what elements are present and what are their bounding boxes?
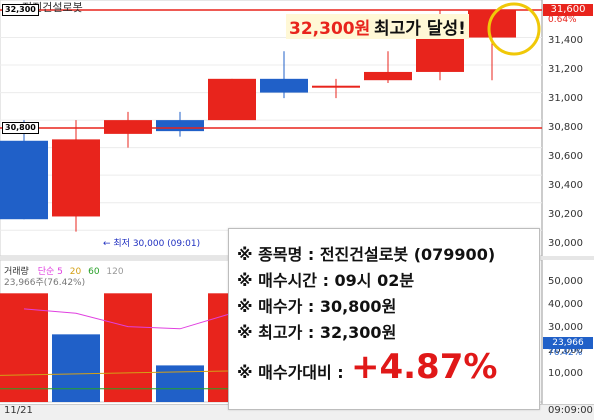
ma5-label: 5 bbox=[57, 267, 63, 277]
candle-body bbox=[208, 78, 256, 121]
ma20-line bbox=[0, 370, 229, 376]
vol-current-box: 23,966 bbox=[543, 337, 593, 349]
low-price-marker: ← 최저 30,000 (09:01) bbox=[103, 239, 201, 249]
y-tick: 31,200 bbox=[548, 64, 583, 75]
trade-info-panel: ※ 종목명 : 전진건설로봇 (079900) ※ 매수시간 : 09시 02분… bbox=[228, 228, 540, 410]
current-pct: 0.64% bbox=[548, 15, 577, 25]
info-buy-time: ※ 매수시간 : 09시 02분 bbox=[237, 271, 415, 290]
ma-label: 단순 bbox=[37, 267, 55, 277]
y-tick: 30,000 bbox=[548, 238, 583, 249]
ma60-label: 60 bbox=[88, 267, 100, 277]
vol-tick: 30,000 bbox=[548, 322, 583, 333]
y-tick: 30,800 bbox=[548, 122, 583, 133]
candle-body bbox=[104, 120, 152, 134]
candle-body bbox=[0, 140, 48, 220]
ma20-label: 20 bbox=[69, 267, 82, 277]
candle-body bbox=[52, 139, 100, 217]
volume-info: 23,966주(76.42%) bbox=[4, 278, 86, 288]
date-label: 11/21 bbox=[4, 405, 33, 416]
y-tick: 31,000 bbox=[548, 93, 583, 104]
buy-price-box: 30,800 bbox=[2, 122, 39, 134]
headline-price: 32,300원 bbox=[286, 14, 374, 39]
current-price-box: 31,600 bbox=[543, 4, 593, 16]
vol-tick: 40,000 bbox=[548, 299, 583, 310]
y-tick: 30,200 bbox=[548, 209, 583, 220]
y-tick: 30,600 bbox=[548, 151, 583, 162]
vol-current-pct: 76.42% bbox=[548, 348, 583, 358]
headline-text: 최고가 달성! bbox=[371, 14, 469, 39]
vol-tick: 20,000 bbox=[548, 345, 583, 356]
vol-tick: 50,000 bbox=[548, 276, 583, 287]
vol-tick: 10,000 bbox=[548, 368, 583, 379]
highlight-circle bbox=[487, 2, 541, 56]
candle-body bbox=[260, 78, 308, 93]
info-buy-price: ※ 매수가 : 30,800원 bbox=[237, 297, 397, 316]
candle-body bbox=[416, 37, 464, 72]
info-ratio-value: +4.87% bbox=[351, 347, 498, 387]
info-stock-name: ※ 종목명 : 전진건설로봇 (079900) bbox=[237, 245, 496, 264]
ma120-label: 120 bbox=[106, 267, 124, 277]
ma5-line bbox=[23, 308, 233, 330]
volume-bar bbox=[156, 365, 204, 402]
left-price-box: 32,300 bbox=[2, 4, 39, 16]
info-ratio-label: ※ 매수가대비 : bbox=[237, 363, 344, 382]
candle-body bbox=[468, 10, 516, 38]
info-high-price: ※ 최고가 : 32,300원 bbox=[237, 323, 397, 342]
candle-body bbox=[156, 120, 204, 132]
volume-title: 거래량 bbox=[4, 267, 29, 277]
candle-body bbox=[364, 71, 412, 81]
volume-legend: 거래량 단순 5 20 60 120 bbox=[4, 264, 124, 277]
volume-bar bbox=[52, 334, 100, 402]
y-tick: 31,400 bbox=[548, 35, 583, 46]
candle-body bbox=[312, 85, 360, 88]
time-label: 09:09:00 bbox=[548, 405, 593, 416]
volume-bar bbox=[0, 293, 48, 402]
volume-bar bbox=[104, 293, 152, 402]
y-tick: 30,400 bbox=[548, 180, 583, 191]
